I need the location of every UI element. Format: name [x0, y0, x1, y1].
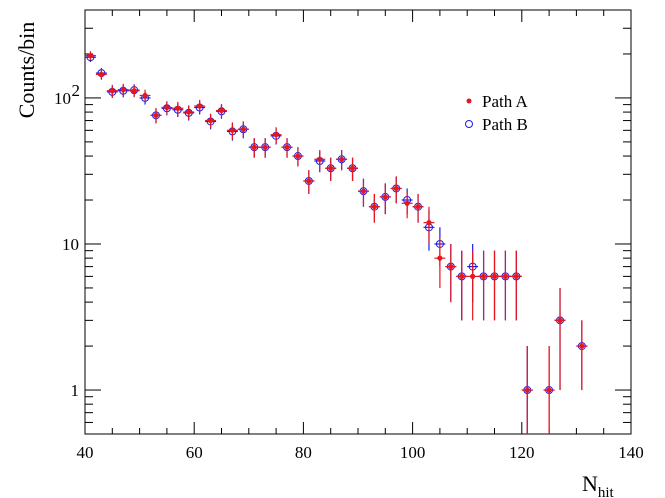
data-point — [437, 255, 443, 261]
data-point — [513, 273, 519, 279]
legend-label-path-a: Path A — [482, 92, 529, 111]
y-axis-label: Counts/bin — [14, 22, 39, 119]
data-point — [426, 220, 432, 226]
x-tick-label: 140 — [618, 443, 644, 462]
data-point — [284, 144, 290, 150]
x-tick-label: 120 — [509, 443, 535, 462]
data-point — [502, 273, 509, 279]
x-tick-label: 100 — [400, 443, 426, 462]
data-point — [339, 156, 345, 162]
data-point — [393, 185, 399, 192]
data-point — [360, 188, 367, 194]
legend-marker-path-b — [465, 120, 473, 128]
data-point — [371, 204, 377, 210]
data-point — [197, 103, 203, 109]
data-point — [448, 264, 454, 270]
data-point — [404, 200, 410, 206]
axis-ticks — [84, 9, 632, 434]
data-point — [240, 126, 246, 132]
data-point — [218, 107, 225, 114]
data-point — [579, 343, 585, 349]
data-point — [349, 165, 356, 171]
x-axis-label: Nhit — [582, 471, 615, 498]
x-tick-label: 60 — [186, 443, 203, 462]
y-tick-label: 1 — [71, 381, 80, 400]
data-point — [229, 127, 236, 133]
legend: Path A Path B — [465, 92, 529, 134]
data-point — [109, 88, 115, 94]
legend-marker-path-a — [466, 98, 472, 104]
legend-label-path-b: Path B — [482, 115, 528, 134]
data-point — [186, 109, 192, 115]
data-point — [306, 178, 312, 184]
data-point — [175, 105, 181, 111]
y-tick-label: 10 — [62, 235, 79, 254]
data-point — [470, 273, 476, 279]
data-point — [491, 273, 498, 279]
series-path-a — [85, 51, 588, 434]
data-point — [98, 71, 104, 77]
y-tick-label-exponent: 2 — [72, 81, 81, 100]
data-point — [459, 273, 465, 279]
data-point — [164, 104, 170, 111]
data-point — [415, 204, 421, 210]
data-point — [262, 144, 268, 150]
data-point — [295, 153, 301, 159]
x-tick-label: 40 — [77, 443, 94, 462]
data-point — [317, 156, 323, 162]
x-axis-label-main: N — [582, 471, 598, 496]
y-tick-label: 10 — [54, 89, 71, 108]
data-point — [131, 88, 137, 94]
data-point — [207, 117, 214, 124]
data-point — [87, 52, 94, 59]
x-axis-label-subscript: hit — [598, 485, 615, 498]
data-point — [328, 165, 334, 171]
series-layer — [85, 51, 588, 434]
data-point — [546, 387, 552, 393]
data-point — [251, 144, 257, 150]
data-point — [120, 87, 126, 93]
data-point — [382, 194, 388, 200]
data-point — [153, 112, 159, 118]
data-point — [557, 317, 563, 323]
x-tick-label: 80 — [295, 443, 312, 462]
data-point — [480, 273, 487, 279]
data-point — [273, 132, 279, 138]
data-point — [524, 387, 530, 393]
data-point — [142, 92, 148, 99]
x-tick-labels: 40 60 80 100 120 140 — [77, 443, 644, 462]
